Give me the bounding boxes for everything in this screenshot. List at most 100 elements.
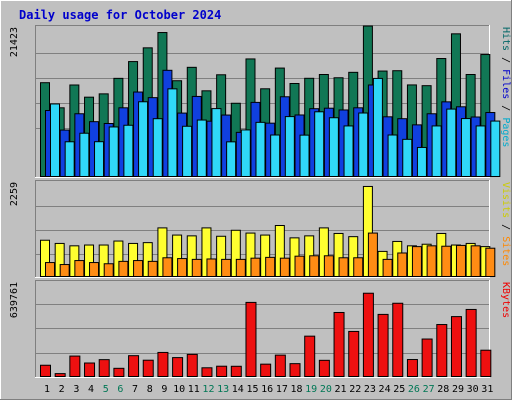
bar-pages-day-25 <box>402 138 413 177</box>
bar-pages-day-24 <box>387 134 398 178</box>
bar-kbytes-day-17 <box>274 354 286 377</box>
legend-separator: / <box>500 51 511 69</box>
bar-sites-day-5 <box>103 263 114 278</box>
bar-pages-day-10 <box>182 125 193 177</box>
bar-pages-day-5 <box>108 126 119 177</box>
bar-pages-day-14 <box>240 129 251 177</box>
legend-item-files: Files <box>500 69 511 99</box>
bar-sites-day-22 <box>353 257 364 278</box>
bar-pages-day-26 <box>416 146 427 178</box>
bar-sites-day-2 <box>59 264 70 278</box>
bar-kbytes-day-1 <box>40 364 51 377</box>
bar-pages-day-13 <box>226 141 237 177</box>
bar-pages-day-12 <box>211 108 222 177</box>
x-tick-day-12: 12 <box>202 384 214 395</box>
bar-kbytes-day-27 <box>421 338 433 378</box>
x-tick-day-4: 4 <box>88 384 94 395</box>
x-tick-day-23: 23 <box>364 384 376 395</box>
bar-kbytes-day-25 <box>392 302 404 377</box>
bar-sites-day-8 <box>147 260 158 278</box>
x-tick-day-1: 1 <box>44 384 50 395</box>
x-tick-day-18: 18 <box>290 384 302 395</box>
bar-sites-day-25 <box>397 252 408 277</box>
bar-kbytes-day-30 <box>465 308 477 377</box>
bar-kbytes-day-8 <box>142 359 154 377</box>
bar-pages-day-18 <box>299 134 310 177</box>
x-tick-day-31: 31 <box>481 384 493 395</box>
x-tick-day-3: 3 <box>73 384 79 395</box>
x-tick-day-20: 20 <box>320 384 332 395</box>
bar-pages-day-27 <box>431 125 442 178</box>
x-tick-day-10: 10 <box>173 384 185 395</box>
bar-sites-day-24 <box>382 258 393 278</box>
bar-sites-day-12 <box>206 258 217 278</box>
bar-kbytes-day-23 <box>362 292 374 378</box>
bar-kbytes-day-22 <box>348 330 360 377</box>
bar-pages-day-8 <box>152 118 163 177</box>
bar-sites-day-26 <box>411 246 422 277</box>
bar-pages-day-1 <box>50 103 60 177</box>
bar-kbytes-day-14 <box>230 365 242 378</box>
legend-kbytes: KBytes <box>500 282 511 318</box>
legend-item-kbytes: KBytes <box>500 282 511 318</box>
legend-hits-files-pages: Hits / Files / Pages <box>500 27 511 147</box>
bar-kbytes-day-16 <box>260 363 272 378</box>
bar-pages-day-30 <box>475 125 486 178</box>
bar-pages-day-23 <box>372 77 383 177</box>
bar-pages-day-3 <box>79 132 90 177</box>
bar-pages-day-9 <box>167 88 178 177</box>
bar-kbytes-day-19 <box>304 335 316 377</box>
bar-kbytes-day-10 <box>172 357 184 378</box>
x-tick-day-5: 5 <box>103 384 109 395</box>
bar-kbytes-day-21 <box>333 311 345 378</box>
bar-kbytes-day-6 <box>113 367 125 378</box>
legend-separator: / <box>500 99 511 117</box>
bar-kbytes-day-31 <box>480 349 492 378</box>
x-tick-day-25: 25 <box>393 384 405 395</box>
bar-kbytes-day-2 <box>54 373 66 377</box>
x-tick-day-7: 7 <box>132 384 138 395</box>
legend-item-sites: Sites <box>500 236 511 266</box>
bar-sites-day-23 <box>367 232 378 277</box>
bar-sites-day-27 <box>426 245 437 277</box>
x-tick-day-14: 14 <box>232 384 244 395</box>
bar-kbytes-day-24 <box>377 313 389 377</box>
y-max-label-kbytes: 639761 <box>9 282 20 318</box>
x-tick-day-17: 17 <box>276 384 288 395</box>
x-tick-day-21: 21 <box>335 384 347 395</box>
legend-separator: / <box>500 218 511 236</box>
y-max-label-hits-files-pages: 21423 <box>9 27 20 57</box>
bar-sites-day-18 <box>294 255 305 277</box>
bar-pages-day-4 <box>94 141 105 177</box>
bar-kbytes-day-3 <box>69 355 81 378</box>
bar-kbytes-day-12 <box>201 367 213 377</box>
y-max-label-visits-sites: 2259 <box>9 182 20 206</box>
bar-kbytes-day-18 <box>289 363 301 377</box>
x-tick-day-16: 16 <box>261 384 273 395</box>
bar-kbytes-day-5 <box>98 359 110 377</box>
x-tick-day-15: 15 <box>246 384 258 395</box>
bar-pages-day-15 <box>255 121 266 177</box>
bar-sites-day-9 <box>162 257 173 278</box>
bar-sites-day-13 <box>221 258 232 278</box>
x-tick-day-8: 8 <box>147 384 153 395</box>
legend-item-visits: Visits <box>500 182 511 218</box>
x-tick-day-2: 2 <box>59 384 65 395</box>
bar-pages-day-29 <box>460 118 471 177</box>
bar-pages-day-11 <box>196 119 207 177</box>
bar-pages-day-22 <box>358 112 369 177</box>
bar-sites-day-7 <box>133 260 144 278</box>
x-tick-day-19: 19 <box>305 384 317 395</box>
legend-item-hits: Hits <box>500 27 511 51</box>
legend-visits-sites: Visits / Sites <box>500 182 511 266</box>
chart-title: Daily usage for October 2024 <box>19 8 221 22</box>
bar-sites-day-14 <box>235 258 246 278</box>
bar-kbytes-day-11 <box>186 353 198 377</box>
x-tick-day-22: 22 <box>349 384 361 395</box>
bar-sites-day-10 <box>177 258 188 278</box>
x-tick-day-24: 24 <box>379 384 391 395</box>
bar-sites-day-11 <box>191 258 202 278</box>
bar-kbytes-day-26 <box>406 359 418 378</box>
bar-sites-day-17 <box>279 257 290 278</box>
legend-item-pages: Pages <box>500 117 511 147</box>
